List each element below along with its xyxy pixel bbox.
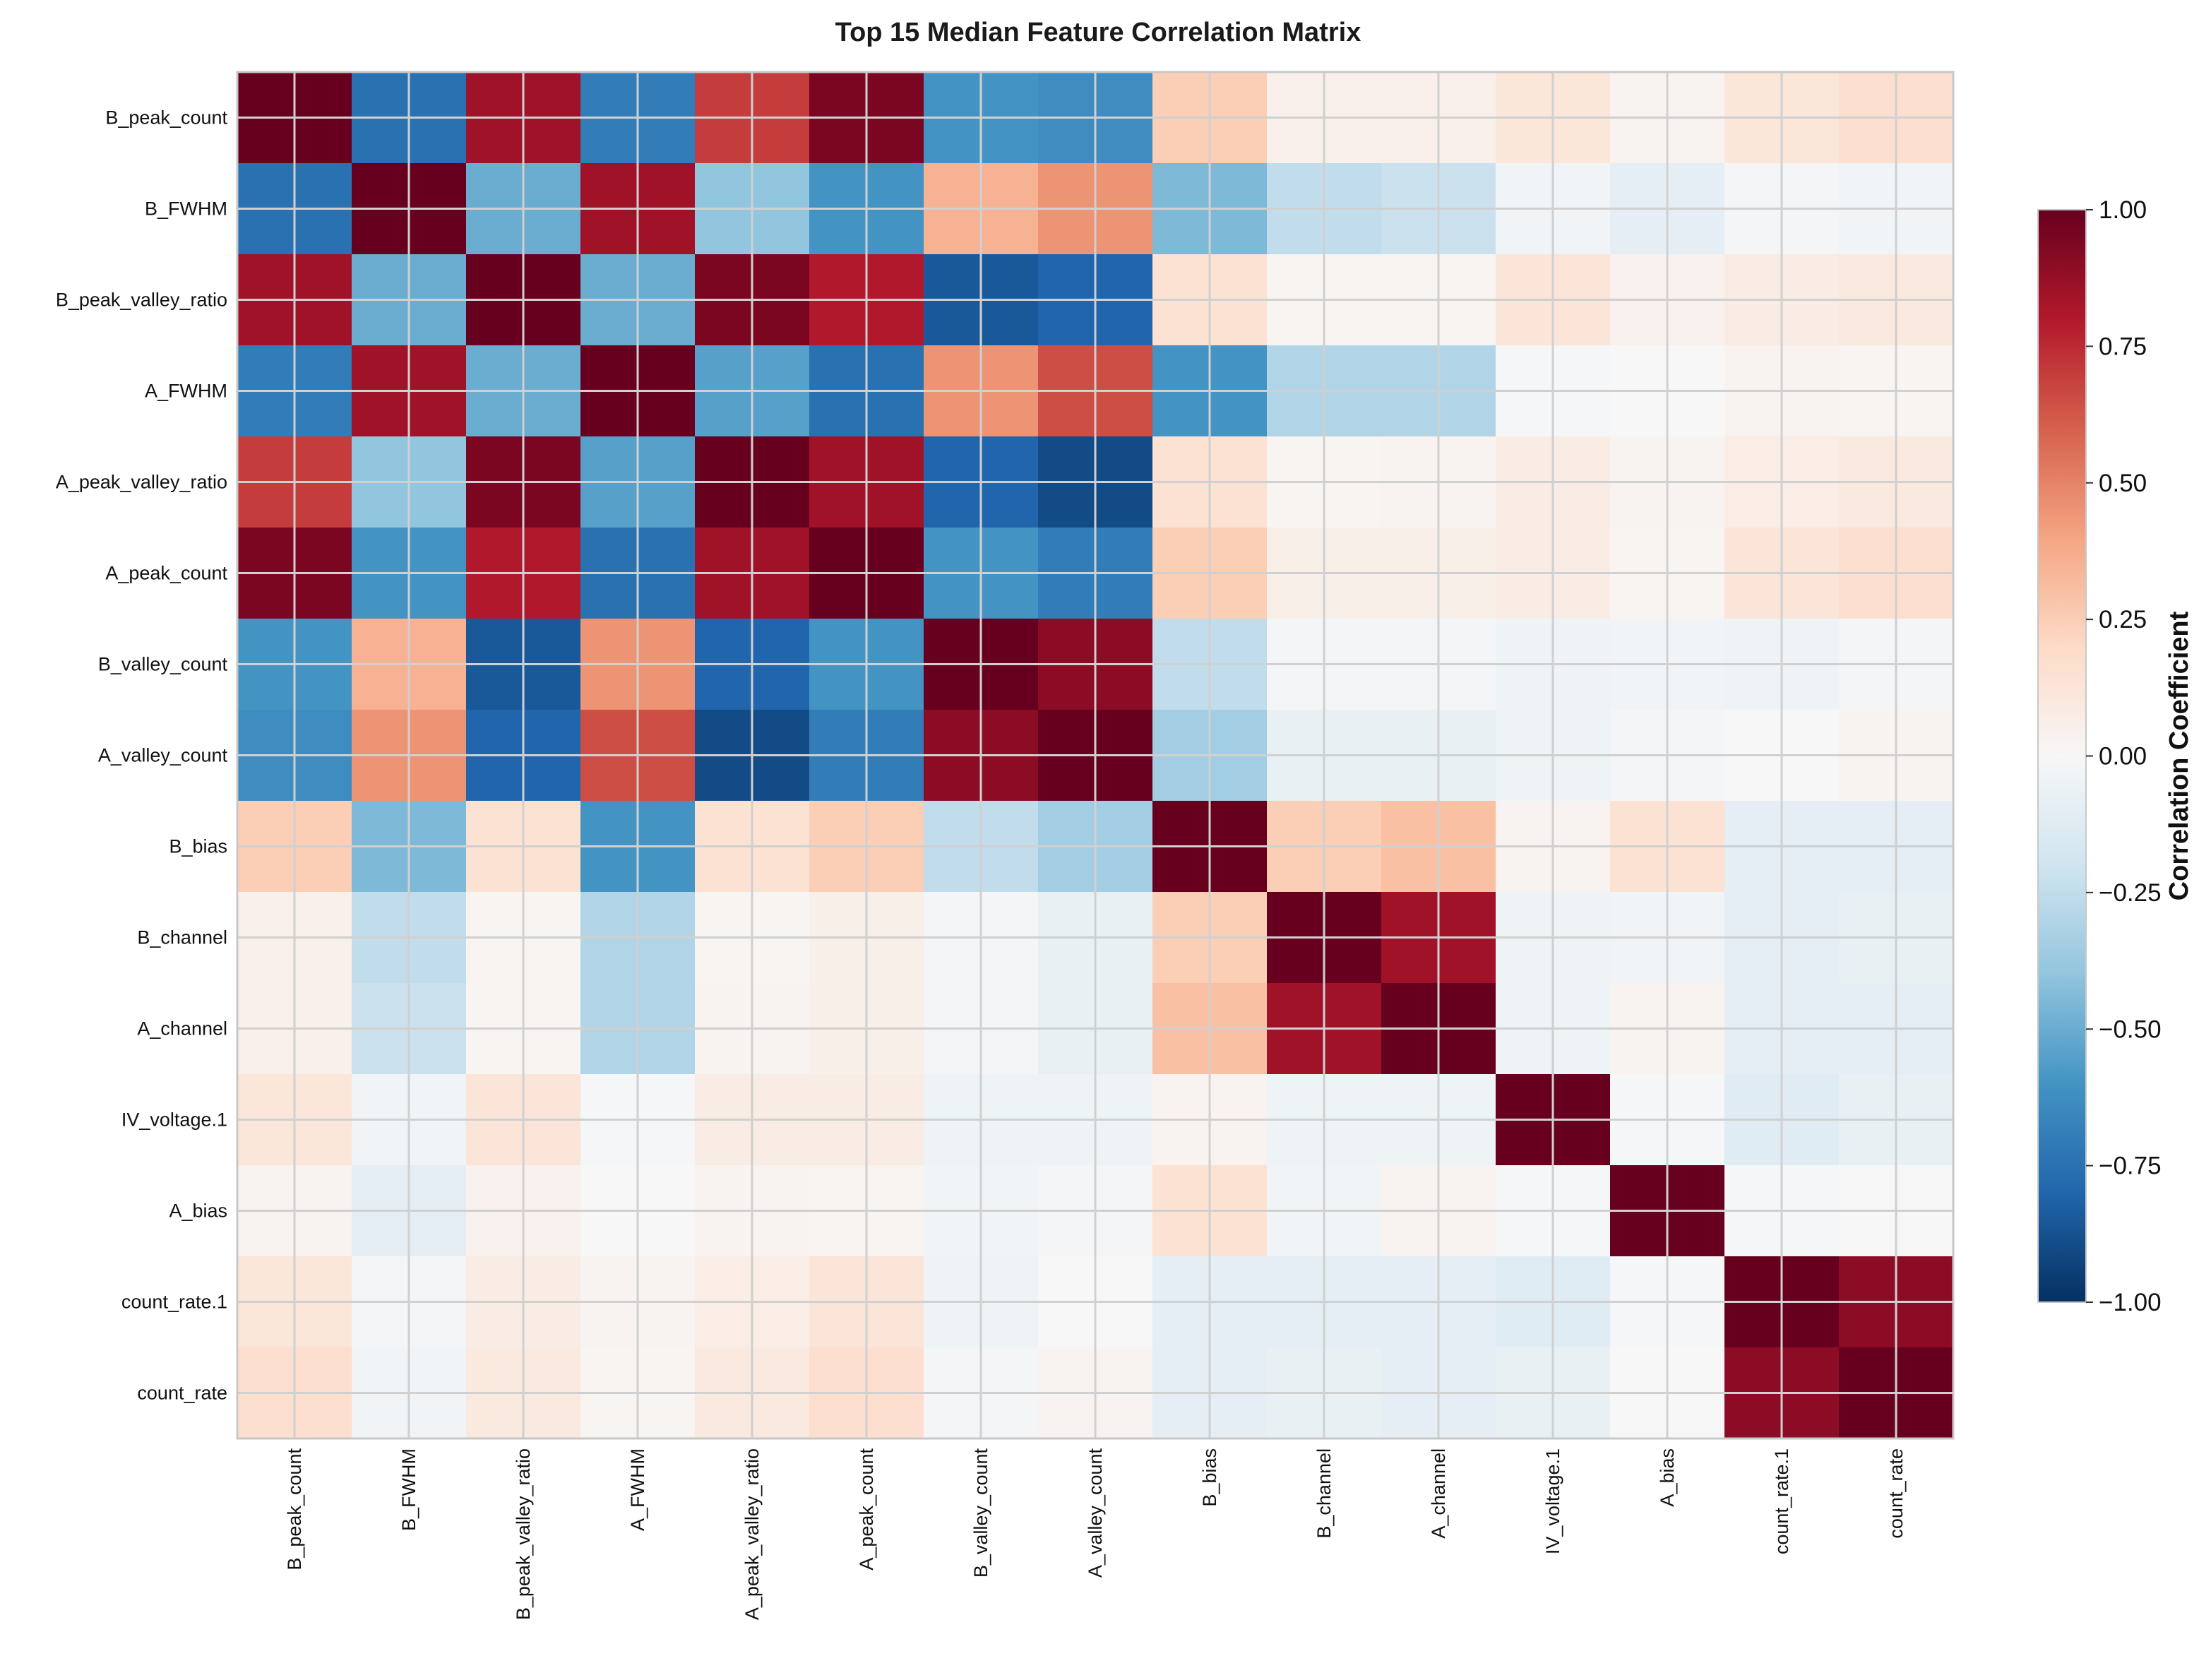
row-label: IV_voltage.1: [121, 1109, 227, 1131]
colorbar-tick-label: −0.75: [2099, 1152, 2162, 1180]
column-label: IV_voltage.1: [1542, 1448, 1563, 1554]
colorbar: 1.00 0.75 0.50 0.25 0.00 −0.25 −0.50 −0.75 −1.00…: [2037, 196, 2194, 1316]
heatmap-frame: [236, 71, 1955, 1440]
colorbar-tick-label: 0.25: [2099, 606, 2147, 633]
column-label: B_valley_count: [970, 1448, 991, 1578]
column-label: A_peak_valley_ratio: [741, 1448, 763, 1620]
colorbar-tick-label: −0.50: [2099, 1015, 2162, 1043]
column-label: B_channel: [1313, 1448, 1335, 1539]
column-label: A_peak_count: [856, 1448, 877, 1571]
row-label: A_FWHM: [145, 381, 227, 402]
colorbar-tick-label: −1.00: [2099, 1289, 2162, 1316]
column-tick-labels: B_peak_count B_FWHM B_peak_valley_ratio A_F…: [284, 1448, 1907, 1621]
colorbar-gradient: [2037, 209, 2087, 1303]
column-label: B_FWHM: [398, 1448, 419, 1531]
colorbar-tick-label: −0.25: [2099, 879, 2162, 907]
row-label: B_FWHM: [145, 198, 227, 220]
row-label: A_bias: [169, 1201, 227, 1222]
column-label: A_valley_count: [1085, 1448, 1106, 1578]
row-label: B_peak_valley_ratio: [56, 290, 227, 311]
row-label: B_bias: [169, 836, 227, 857]
column-label: B_peak_valley_ratio: [513, 1448, 534, 1620]
row-label: B_valley_count: [98, 654, 228, 675]
row-label: A_channel: [137, 1018, 227, 1039]
column-label: A_bias: [1657, 1448, 1678, 1507]
colorbar-ticks: 1.00 0.75 0.50 0.25 0.00 −0.25 −0.50 −0.75 −1.00: [2086, 196, 2162, 1316]
column-label: B_peak_count: [284, 1448, 305, 1571]
colorbar-tick-label: 0.50: [2099, 470, 2147, 497]
colorbar-tick-label: 0.75: [2099, 333, 2147, 360]
row-label: A_valley_count: [98, 745, 228, 766]
heatmap-gridlines: [237, 72, 1953, 1438]
column-label: count_rate.1: [1771, 1448, 1792, 1554]
colorbar-label: Correlation Coefficient: [2164, 611, 2194, 900]
row-label: count_rate: [137, 1383, 227, 1404]
row-label: A_peak_valley_ratio: [56, 472, 227, 493]
row-label: A_peak_count: [105, 563, 227, 584]
column-label: B_bias: [1199, 1448, 1220, 1507]
row-label: B_peak_count: [105, 107, 227, 129]
column-label: A_channel: [1428, 1448, 1449, 1539]
row-tick-labels: B_peak_count B_FWHM B_peak_valley_ratio A_F…: [56, 107, 228, 1404]
colorbar-tick-label: 1.00: [2099, 196, 2147, 224]
chart-title: Top 15 Median Feature Correlation Matrix: [835, 18, 1361, 47]
colorbar-tick-label: 0.00: [2099, 743, 2147, 770]
row-label: count_rate.1: [121, 1292, 227, 1313]
row-label: B_channel: [137, 927, 227, 948]
column-label: count_rate: [1885, 1448, 1907, 1539]
column-label: A_FWHM: [627, 1448, 648, 1531]
